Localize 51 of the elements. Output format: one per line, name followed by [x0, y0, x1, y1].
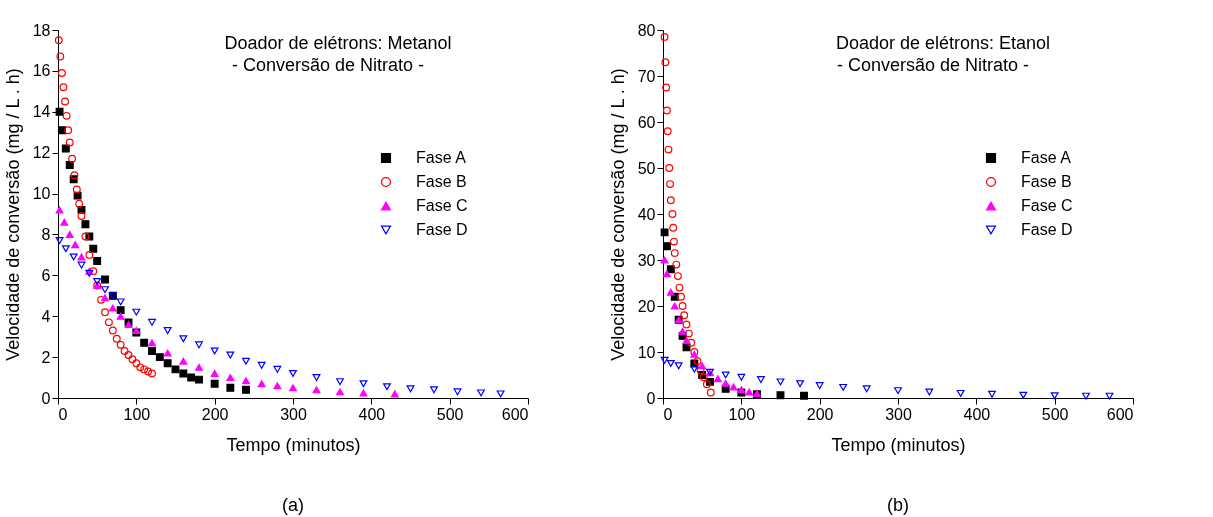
y-tick-label: 2 — [41, 348, 51, 366]
text: - Conversão de Nitrato - — [231, 55, 425, 75]
x-tick-label: 600 — [501, 405, 529, 423]
x-tick-label: 0 — [663, 405, 673, 423]
x-tick-label: 300 — [280, 405, 307, 423]
x-tick-label: 100 — [123, 405, 151, 423]
y-tick-label: 10 — [32, 185, 51, 203]
x-tick-label: 0 — [58, 405, 68, 423]
x-tick-label: 500 — [1041, 405, 1069, 423]
legend-label: Fase A — [416, 149, 467, 166]
x-tick-label: 200 — [201, 405, 229, 423]
legend-label: Fase D — [416, 221, 468, 238]
y-tick-label: 10 — [637, 343, 656, 361]
legend-label: Fase C — [416, 197, 468, 214]
y-tick-label: 8 — [41, 225, 51, 243]
y-tick-label: 18 — [32, 21, 51, 39]
y-axis-title: Velocidade de conversão (mg / L . h) — [607, 68, 628, 361]
x-tick-label: 100 — [728, 405, 756, 423]
x-tick-label: 300 — [885, 405, 912, 423]
legend-label: Fase C — [1021, 197, 1073, 214]
legend-label: Fase A — [1021, 149, 1072, 166]
y-tick-label: 12 — [32, 144, 51, 162]
legend-label: Fase B — [1021, 173, 1072, 190]
legend-label: Fase B — [416, 173, 467, 190]
x-tick-label: 400 — [963, 405, 991, 423]
text: (b) — [887, 495, 909, 515]
chart-title: Doador de elétrons: Etanol — [835, 33, 1051, 53]
y-tick-label: 0 — [41, 389, 51, 407]
y-tick-label: 30 — [637, 251, 656, 269]
x-tick-label: 400 — [358, 405, 386, 423]
y-tick-label: 70 — [637, 67, 656, 85]
y-tick-label: 40 — [637, 205, 656, 223]
x-tick-label: 200 — [806, 405, 834, 423]
y-tick-label: 60 — [637, 113, 656, 131]
y-tick-label: 20 — [637, 297, 656, 315]
text: (a) — [282, 495, 304, 515]
y-tick-label: 14 — [32, 103, 51, 121]
y-tick-label: 80 — [637, 21, 656, 39]
x-axis-title: Tempo (minutos) — [226, 434, 361, 455]
chart-title: Doador de elétrons: Metanol — [224, 33, 452, 53]
y-tick-label: 0 — [646, 389, 656, 407]
y-tick-label: 50 — [637, 159, 656, 177]
y-tick-label: 4 — [41, 307, 51, 325]
x-axis-title: Tempo (minutos) — [831, 434, 966, 455]
y-tick-label: 16 — [32, 62, 51, 80]
y-axis-title: Velocidade de conversão (mg / L . h) — [2, 68, 23, 361]
y-tick-label: 6 — [41, 266, 51, 284]
text: - Conversão de Nitrato - — [836, 55, 1030, 75]
x-tick-label: 600 — [1106, 405, 1134, 423]
x-tick-label: 500 — [436, 405, 464, 423]
legend-label: Fase D — [1021, 221, 1073, 238]
